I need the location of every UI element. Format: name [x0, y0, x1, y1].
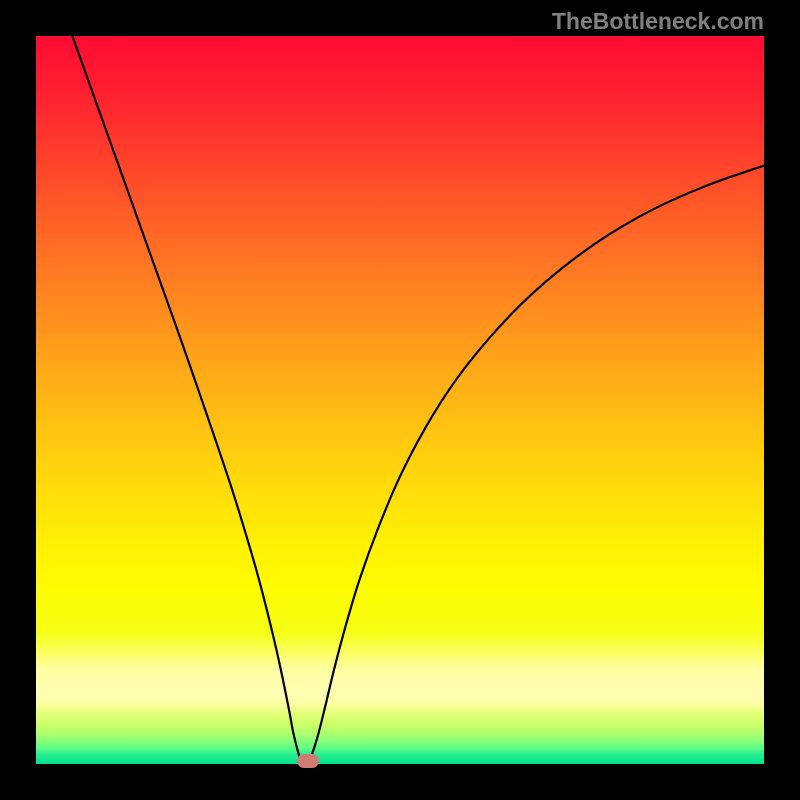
curve-svg [36, 36, 764, 764]
plot-area [36, 36, 764, 764]
minimum-marker [297, 754, 319, 768]
watermark-text: TheBottleneck.com [552, 8, 764, 35]
bottleneck-curve [72, 36, 764, 764]
